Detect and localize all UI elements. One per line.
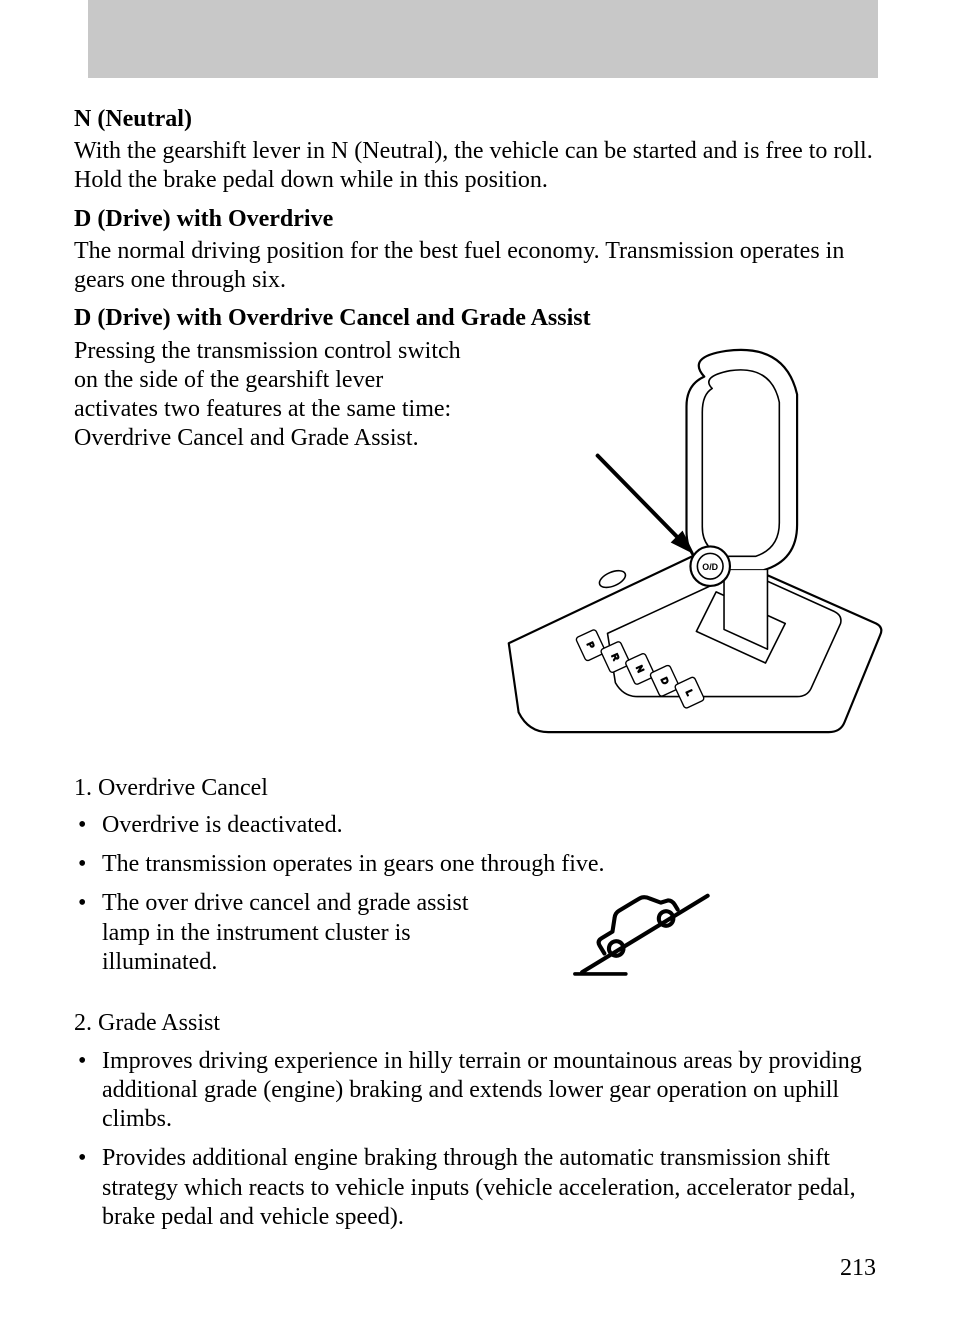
- page-content: N (Neutral) With the gearshift lever in …: [74, 96, 884, 1242]
- svg-text:O/D: O/D: [702, 562, 718, 572]
- gearshift-diagram: P R N D L O/D: [489, 337, 884, 752]
- list-2: Improves driving experience in hilly ter…: [74, 1047, 884, 1233]
- grade-assist-lamp-icon: [564, 889, 724, 983]
- list-1-heading: 1. Overdrive Cancel: [74, 774, 884, 803]
- para-drive-overdrive-cancel: Pressing the transmission control switch…: [74, 337, 469, 454]
- page-number: 213: [840, 1255, 876, 1282]
- list-item: The transmission operates in gears one t…: [74, 850, 884, 879]
- para-drive-overdrive: The normal driving position for the best…: [74, 237, 884, 296]
- list-item: Overdrive is deactivated.: [74, 811, 884, 840]
- list-item-text: The over drive cancel and grade assist l…: [102, 889, 482, 977]
- heading-drive-overdrive: D (Drive) with Overdrive: [74, 204, 884, 235]
- heading-drive-overdrive-cancel: D (Drive) with Overdrive Cancel and Grad…: [74, 303, 884, 334]
- para-neutral: With the gearshift lever in N (Neutral),…: [74, 137, 884, 196]
- list-item: Improves driving experience in hilly ter…: [74, 1047, 884, 1135]
- heading-neutral: N (Neutral): [74, 104, 884, 135]
- list-1: Overdrive is deactivated. The transmissi…: [74, 811, 884, 984]
- header-band: [88, 0, 878, 78]
- list-item: The over drive cancel and grade assist l…: [74, 889, 884, 983]
- list-item: Provides additional engine braking throu…: [74, 1144, 884, 1232]
- list-2-heading: 2. Grade Assist: [74, 1009, 884, 1038]
